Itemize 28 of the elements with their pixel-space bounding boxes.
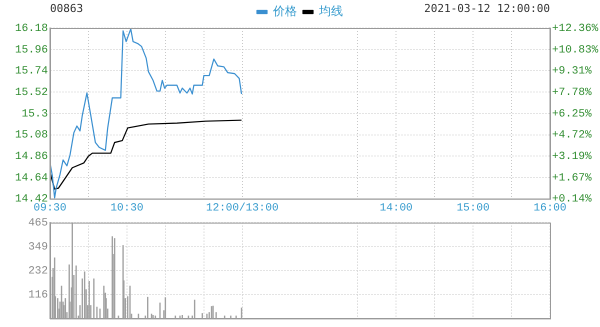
y-tick-label: 15.08 [14,130,48,142]
y2-tick-label: +1.67% [552,172,592,184]
y2-tick-label: +4.72% [552,130,592,142]
y-tick-label: 14.64 [14,172,48,184]
y-tick-label: 349 [28,241,48,254]
y2-tick-label: +9.31% [552,66,592,78]
x-tick-label: 14:00 [380,202,413,214]
x-tick-label: 12:00/13:00 [206,202,279,214]
y2-tick-label: +3.19% [552,151,592,164]
y-tick-label: 15.52 [14,86,48,99]
y-tick-label: 15.74 [14,66,48,78]
y-tick-label: 116 [28,289,48,302]
y-tick-label: 465 [28,218,48,230]
y2-tick-label: +7.78% [552,86,592,99]
y-tick-label: 16.18 [14,22,48,35]
text: 2021-03-12 12:00:00 [424,2,550,15]
legend-label: 均线 [318,4,343,18]
y-tick-label: 15.3 [22,108,48,120]
y-tick-label: 14.86 [14,151,48,164]
y2-tick-label: +6.25% [552,108,592,120]
x-tick-label: 10:30 [110,202,144,214]
y2-tick-label: +12.36% [552,22,599,35]
y-tick-label: 232 [28,266,48,278]
text: 00863 [50,2,84,15]
x-tick-label: 15:00 [456,202,490,214]
y2-tick-label: +10.83% [552,44,599,56]
y-tick-label: 15.96 [14,44,48,56]
legend-label: 价格 [272,4,297,18]
